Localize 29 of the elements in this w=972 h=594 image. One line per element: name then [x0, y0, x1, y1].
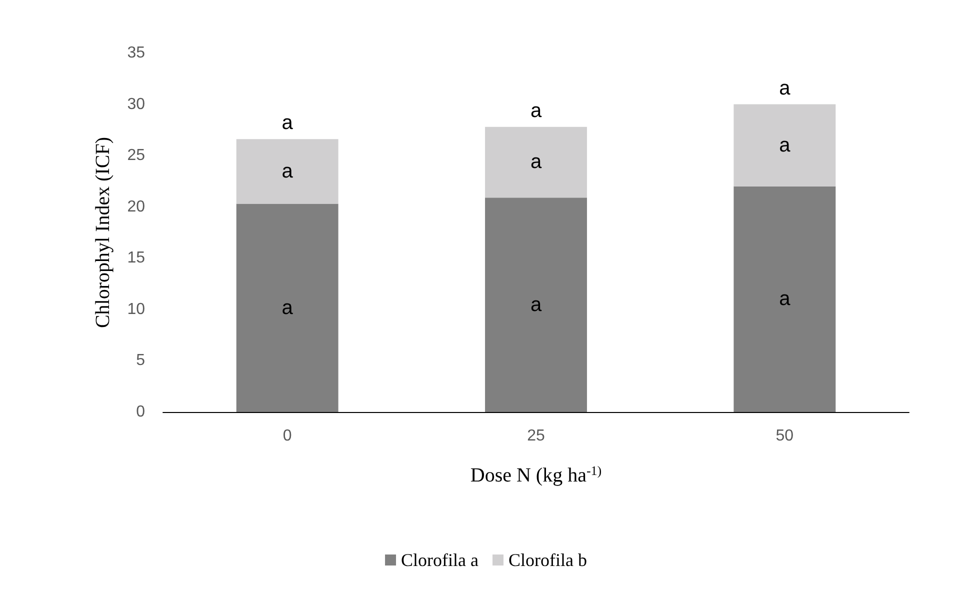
y-tick-label: 0 [136, 404, 146, 420]
data-label: a [530, 294, 542, 316]
data-label: a [779, 134, 792, 156]
bar [734, 104, 836, 186]
bar [236, 204, 338, 412]
y-axis-title: Chlorophyl Index (ICF) [92, 136, 114, 328]
x-tick-label: 50 [776, 428, 794, 444]
annotation: a [282, 112, 294, 134]
annotation: a [779, 77, 792, 100]
bar [734, 186, 836, 412]
legend-label: Clorofila b [508, 550, 587, 570]
y-tick-label: 25 [127, 147, 146, 164]
y-tick-label: 30 [127, 96, 146, 113]
bar [485, 126, 587, 198]
x-tick-label: 0 [282, 428, 292, 444]
y-tick-label: 10 [127, 300, 146, 318]
x-tick-label: 25 [527, 428, 545, 444]
data-label: a [530, 151, 542, 174]
y-tick-label: 20 [127, 198, 146, 216]
data-label: a [282, 160, 294, 182]
data-label: a [282, 296, 294, 319]
y-tick-label: 15 [127, 250, 146, 267]
annotation: a [530, 100, 542, 122]
bar [485, 198, 587, 412]
y-tick-label: 35 [127, 44, 146, 62]
data-label: a [779, 288, 792, 310]
legend-label: Clorofila a [401, 550, 479, 570]
bar [236, 139, 338, 204]
y-tick-label: 5 [136, 352, 146, 370]
